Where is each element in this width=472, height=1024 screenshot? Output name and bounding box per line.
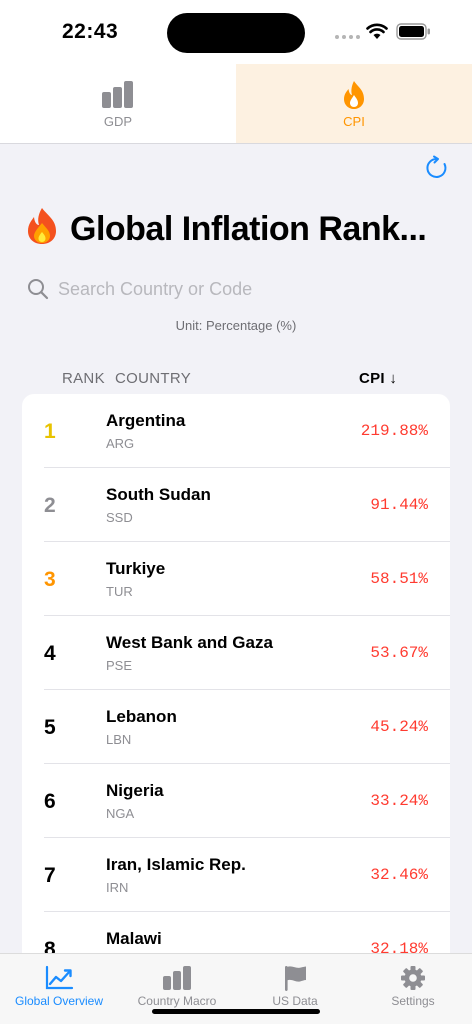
page-title-text: Global Inflation Rank... bbox=[70, 210, 427, 248]
table-row[interactable]: 7 Iran, Islamic Rep. IRN 32.46% bbox=[22, 838, 450, 912]
rank-number: 5 bbox=[44, 716, 56, 739]
flame-icon bbox=[28, 208, 56, 244]
refresh-icon[interactable] bbox=[424, 155, 450, 181]
country-code: TUR bbox=[106, 584, 133, 599]
tab-cpi-label: CPI bbox=[343, 114, 365, 129]
indicator-segmented-tabs: GDP CPI bbox=[0, 64, 472, 144]
tab-cpi[interactable]: CPI bbox=[236, 64, 472, 143]
rank-number: 6 bbox=[44, 790, 56, 813]
row-divider bbox=[44, 837, 450, 838]
tab-gdp[interactable]: GDP bbox=[0, 64, 236, 143]
tab-us-data[interactable]: US Data bbox=[236, 954, 354, 1014]
rank-number: 7 bbox=[44, 864, 56, 887]
country-code: LBN bbox=[106, 732, 132, 747]
tab-gdp-label: GDP bbox=[103, 114, 133, 129]
search-icon bbox=[28, 279, 49, 300]
country-name: Malawi bbox=[106, 929, 162, 948]
status-time: 22:43 bbox=[62, 20, 119, 43]
tab-country-macro-label: Country Macro bbox=[137, 994, 217, 1008]
home-indicator bbox=[152, 1009, 320, 1014]
cpi-value: 33.24% bbox=[370, 792, 428, 810]
rank-number: 1 bbox=[44, 420, 56, 443]
gear-icon bbox=[401, 966, 425, 990]
row-divider bbox=[44, 467, 450, 468]
country-name: West Bank and Gaza bbox=[106, 633, 273, 652]
country-code: SSD bbox=[106, 510, 133, 525]
row-divider bbox=[44, 763, 450, 764]
row-divider bbox=[44, 689, 450, 690]
unit-label: Unit: Percentage (%) bbox=[175, 318, 297, 333]
bar-chart-icon bbox=[163, 966, 191, 990]
bottom-tab-bar: Global Overview Country Macro US Data bbox=[0, 953, 472, 1024]
column-header-country: COUNTRY bbox=[115, 370, 191, 387]
bar-chart-icon bbox=[102, 81, 133, 108]
column-header-rank: RANK bbox=[62, 370, 105, 387]
trend-chart-icon bbox=[45, 965, 74, 990]
cpi-value: 53.67% bbox=[370, 644, 428, 662]
tab-us-data-label: US Data bbox=[272, 994, 318, 1008]
country-name: Iran, Islamic Rep. bbox=[106, 855, 246, 874]
dynamic-island bbox=[167, 13, 305, 53]
country-code: PSE bbox=[106, 658, 133, 673]
tab-settings-label: Settings bbox=[391, 994, 435, 1008]
page-title: Global Inflation Rank... bbox=[24, 207, 427, 249]
country-name: Lebanon bbox=[106, 707, 177, 726]
flame-icon bbox=[344, 81, 364, 109]
country-name: Argentina bbox=[106, 411, 186, 430]
country-code: IRN bbox=[106, 880, 129, 895]
country-code: ARG bbox=[106, 436, 135, 451]
row-divider bbox=[44, 911, 450, 912]
cpi-value: 219.88% bbox=[360, 422, 428, 440]
rank-number: 8 bbox=[44, 938, 56, 961]
battery-icon bbox=[396, 23, 430, 40]
country-name: Turkiye bbox=[106, 559, 166, 578]
cellular-signal-icon bbox=[335, 35, 360, 39]
search-input[interactable] bbox=[58, 274, 438, 304]
column-header-cpi-sort[interactable]: CPI ↓ bbox=[359, 370, 398, 387]
country-name: South Sudan bbox=[106, 485, 211, 504]
rank-number: 3 bbox=[44, 568, 56, 591]
flag-icon bbox=[285, 966, 306, 991]
cpi-value: 32.46% bbox=[370, 866, 428, 884]
row-divider bbox=[44, 541, 450, 542]
cpi-value: 45.24% bbox=[370, 718, 428, 736]
cpi-value: 58.51% bbox=[370, 570, 428, 588]
table-row[interactable]: 6 Nigeria NGA 33.24% bbox=[22, 764, 450, 838]
wifi-icon bbox=[366, 23, 388, 39]
ranking-list: 1 Argentina ARG 219.88% 2 South Sudan SS… bbox=[22, 394, 450, 994]
cpi-value: 91.44% bbox=[370, 496, 428, 514]
table-row[interactable]: 3 Turkiye TUR 58.51% bbox=[22, 542, 450, 616]
tab-settings[interactable]: Settings bbox=[354, 954, 472, 1014]
rank-number: 2 bbox=[44, 494, 56, 517]
tab-global-overview-label: Global Overview bbox=[14, 994, 104, 1008]
tab-country-macro[interactable]: Country Macro bbox=[118, 954, 236, 1014]
country-name: Nigeria bbox=[106, 781, 164, 800]
table-row[interactable]: 1 Argentina ARG 219.88% bbox=[22, 394, 450, 468]
table-row[interactable]: 5 Lebanon LBN 45.24% bbox=[22, 690, 450, 764]
tab-global-overview[interactable]: Global Overview bbox=[0, 954, 118, 1014]
country-code: NGA bbox=[106, 806, 135, 821]
row-divider bbox=[44, 615, 450, 616]
table-row[interactable]: 4 West Bank and Gaza PSE 53.67% bbox=[22, 616, 450, 690]
status-bar: 22:43 bbox=[0, 0, 472, 64]
rank-number: 4 bbox=[44, 642, 56, 665]
table-row[interactable]: 2 South Sudan SSD 91.44% bbox=[22, 468, 450, 542]
